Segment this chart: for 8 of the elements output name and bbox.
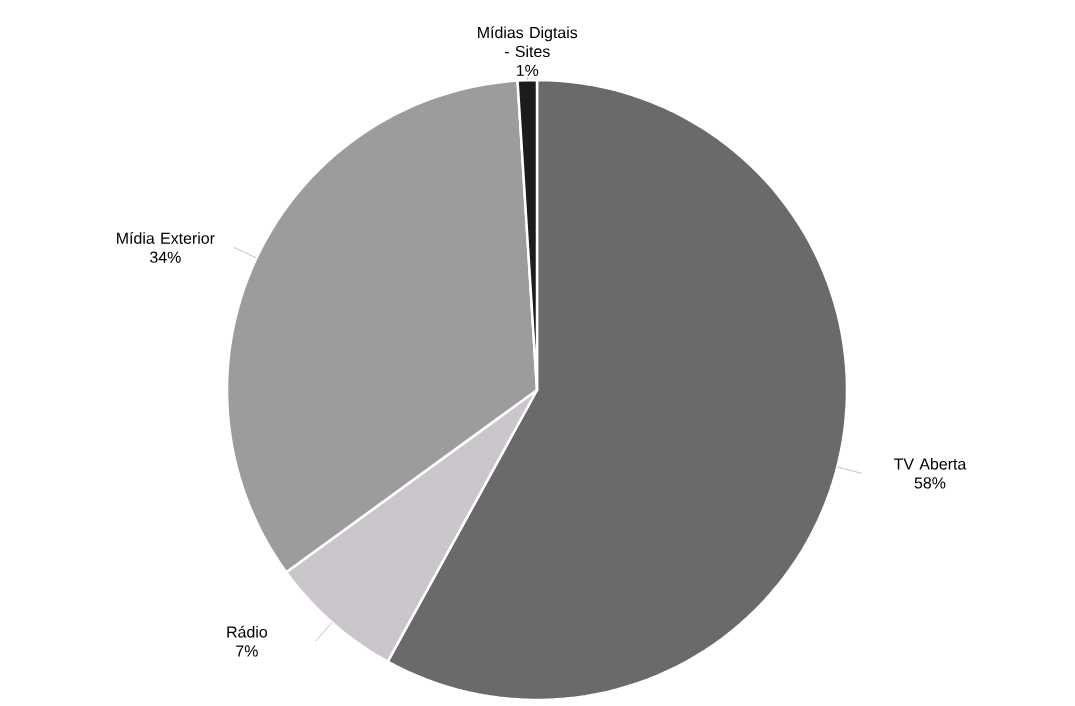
data-label: 34% <box>150 251 181 263</box>
slice-label: Mídia Exterior <box>117 232 215 244</box>
slice-label: Mídias Digtais - Sites <box>478 26 578 58</box>
slice-label: TV Aberta <box>894 457 967 470</box>
data-label: 1% <box>516 64 539 76</box>
data-label: 7% <box>236 645 258 657</box>
data-label: 58% <box>914 477 946 489</box>
slice-label: Rádio <box>227 625 268 638</box>
